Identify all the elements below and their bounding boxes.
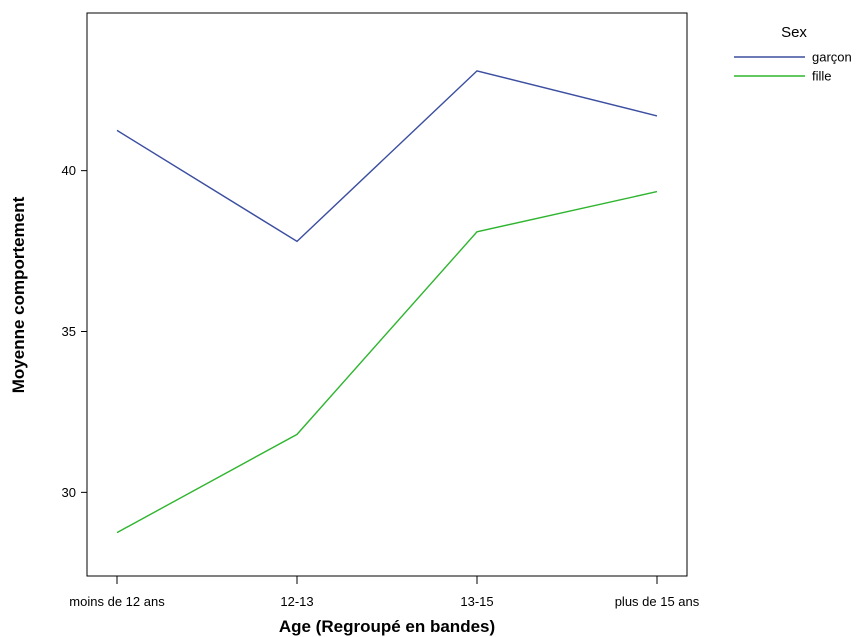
series-lines [117, 71, 657, 533]
y-axis-title: Moyenne comportement [9, 196, 28, 393]
x-tick-label: 12-13 [280, 594, 313, 609]
legend-label: fille [812, 69, 832, 84]
y-tick-label: 40 [62, 163, 76, 178]
plot-frame [87, 13, 687, 576]
legend-label: garçon [812, 50, 852, 65]
legend: Sex garçon fille [734, 24, 852, 84]
y-axis: 30 35 40 [62, 163, 87, 500]
x-axis: moins de 12 ans 12-13 13-15 plus de 15 ans [69, 576, 699, 609]
series-line-garçon [117, 71, 657, 242]
y-tick-label: 35 [62, 324, 76, 339]
x-tick-label: 13-15 [460, 594, 493, 609]
y-tick-label: 30 [62, 485, 76, 500]
x-tick-label: moins de 12 ans [69, 594, 165, 609]
x-tick-label: plus de 15 ans [615, 594, 700, 609]
x-axis-title: Age (Regroupé en bandes) [279, 617, 495, 636]
legend-title: Sex [781, 24, 807, 41]
series-line-fille [117, 192, 657, 533]
